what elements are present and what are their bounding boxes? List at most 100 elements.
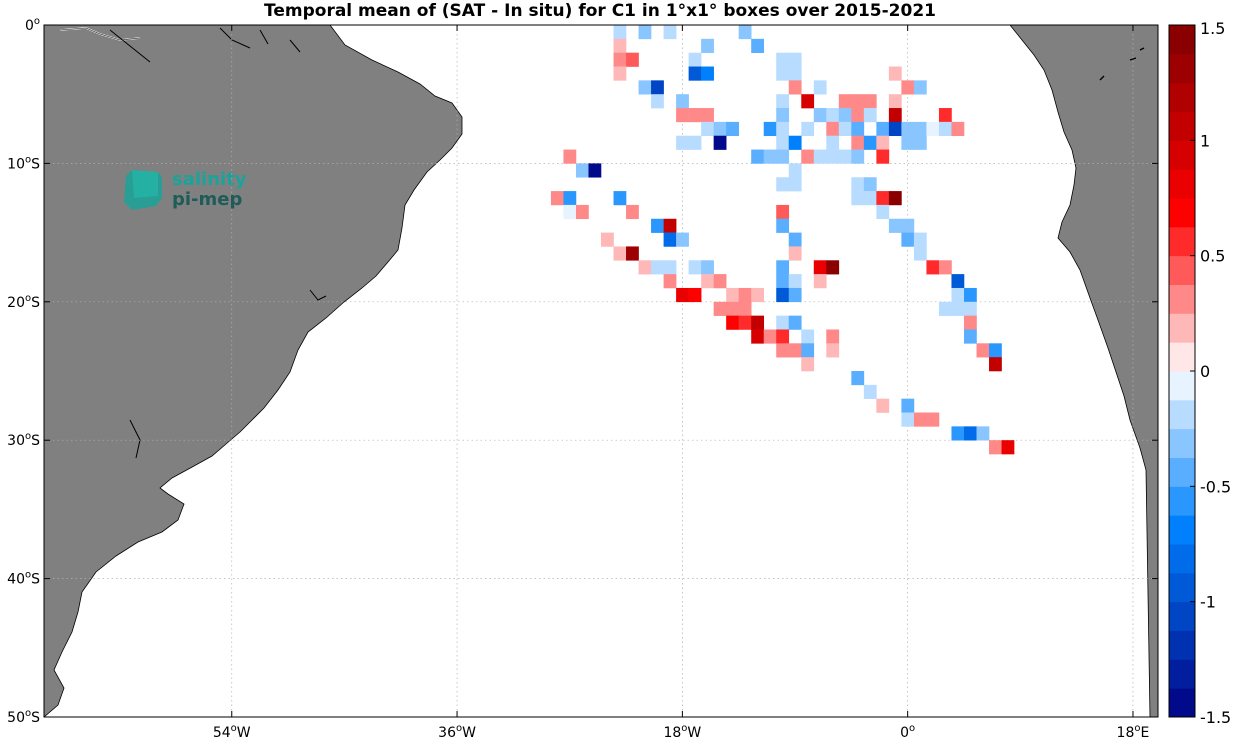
data-cell <box>788 315 802 330</box>
colorbar-segment <box>1169 371 1195 401</box>
amazon-delta-outline <box>59 27 141 41</box>
data-cell <box>826 149 840 164</box>
data-cell <box>901 412 915 427</box>
data-cell <box>951 274 965 289</box>
data-cell <box>588 163 602 178</box>
data-cell <box>938 260 952 275</box>
data-cell <box>701 108 714 123</box>
data-cell <box>575 163 589 178</box>
y-tick-label: 10oS <box>7 154 40 172</box>
data-cell <box>776 94 790 109</box>
data-cell <box>963 301 977 316</box>
data-cell <box>738 301 752 316</box>
colorbar-tick-label: -1.5 <box>1200 708 1231 727</box>
colorbar-segment <box>1169 111 1195 141</box>
data-cell <box>888 66 902 81</box>
data-cell <box>813 108 827 123</box>
data-cell <box>826 121 840 137</box>
data-cell <box>989 440 1002 455</box>
river-detail-1 <box>109 29 151 63</box>
data-cell <box>888 94 902 109</box>
data-cell <box>613 246 627 261</box>
data-cell <box>901 80 915 95</box>
data-cell <box>813 149 827 164</box>
data-cell <box>726 315 739 330</box>
data-cell <box>701 38 714 53</box>
data-cell <box>788 177 802 192</box>
data-cell <box>913 246 927 261</box>
salinity-pi-mep-logo: salinity pi-mep <box>124 169 247 210</box>
data-cell <box>788 80 802 95</box>
data-cell <box>826 260 840 275</box>
data-cell <box>776 274 790 289</box>
colorbar-segment <box>1169 630 1195 660</box>
data-cell <box>788 52 802 67</box>
data-cell <box>738 25 752 40</box>
data-cell <box>938 108 952 123</box>
colorbar-tick-label: 0.5 <box>1200 247 1225 266</box>
colorbar-tick-label: 0 <box>1200 362 1210 381</box>
y-tick-label: 20oS <box>7 293 40 311</box>
data-cell <box>863 135 877 150</box>
colorbar-segment <box>1169 140 1195 170</box>
data-cell <box>776 121 790 137</box>
axes-frame <box>43 24 1159 718</box>
colorbar-segment <box>1169 255 1195 285</box>
data-cell <box>776 343 790 358</box>
colorbar-tick-label: -1 <box>1200 593 1216 612</box>
data-cell <box>713 121 727 137</box>
data-cell <box>951 287 965 303</box>
data-cell <box>951 301 965 316</box>
y-tick-label: 50oS <box>7 708 40 726</box>
colorbar-segment <box>1169 457 1195 487</box>
x-tick-label: 0o <box>900 723 915 740</box>
data-cell <box>801 121 815 137</box>
colorbar-segment <box>1169 515 1195 545</box>
data-cell <box>751 38 765 53</box>
data-cell <box>826 135 840 150</box>
data-cell <box>613 66 627 81</box>
data-cell <box>913 80 927 95</box>
data-cell <box>801 149 815 164</box>
colorbar-segment <box>1169 659 1195 689</box>
data-cell <box>876 398 890 413</box>
data-cell <box>688 135 702 150</box>
data-cell <box>751 287 765 303</box>
data-cell <box>688 52 702 67</box>
data-cell <box>776 315 790 330</box>
data-cell <box>676 287 689 303</box>
data-cell <box>776 135 790 150</box>
data-cell <box>913 121 927 137</box>
data-cell <box>776 177 790 192</box>
colorbar-segment <box>1169 25 1195 55</box>
data-cell <box>826 108 840 123</box>
colorbar-segment <box>1169 226 1195 257</box>
data-cell <box>976 426 990 441</box>
data-cell <box>776 204 790 220</box>
data-cell <box>676 108 689 123</box>
data-cell <box>801 357 815 372</box>
data-cell <box>838 121 852 137</box>
colorbar-segment <box>1169 572 1195 603</box>
data-cell <box>1001 440 1015 455</box>
data-cell <box>851 108 865 123</box>
data-cell <box>851 177 865 192</box>
data-cell <box>563 204 577 220</box>
data-cell <box>613 38 627 53</box>
data-cell <box>651 80 664 95</box>
data-cell <box>788 274 802 289</box>
data-cell <box>888 108 902 123</box>
data-cell <box>901 135 915 150</box>
data-cell <box>963 426 977 441</box>
logo-text-line1: salinity <box>172 169 247 190</box>
data-cell <box>989 357 1002 372</box>
y-tick-label: 0o <box>25 16 40 34</box>
data-cell <box>638 80 652 95</box>
colorbar-tick-label: 1.5 <box>1200 19 1225 38</box>
data-cell <box>713 274 727 289</box>
data-cell <box>813 274 827 289</box>
data-cell <box>776 260 790 275</box>
data-cell <box>838 149 852 164</box>
data-cell <box>926 121 940 137</box>
colorbar-tick-label: 1 <box>1200 131 1210 150</box>
